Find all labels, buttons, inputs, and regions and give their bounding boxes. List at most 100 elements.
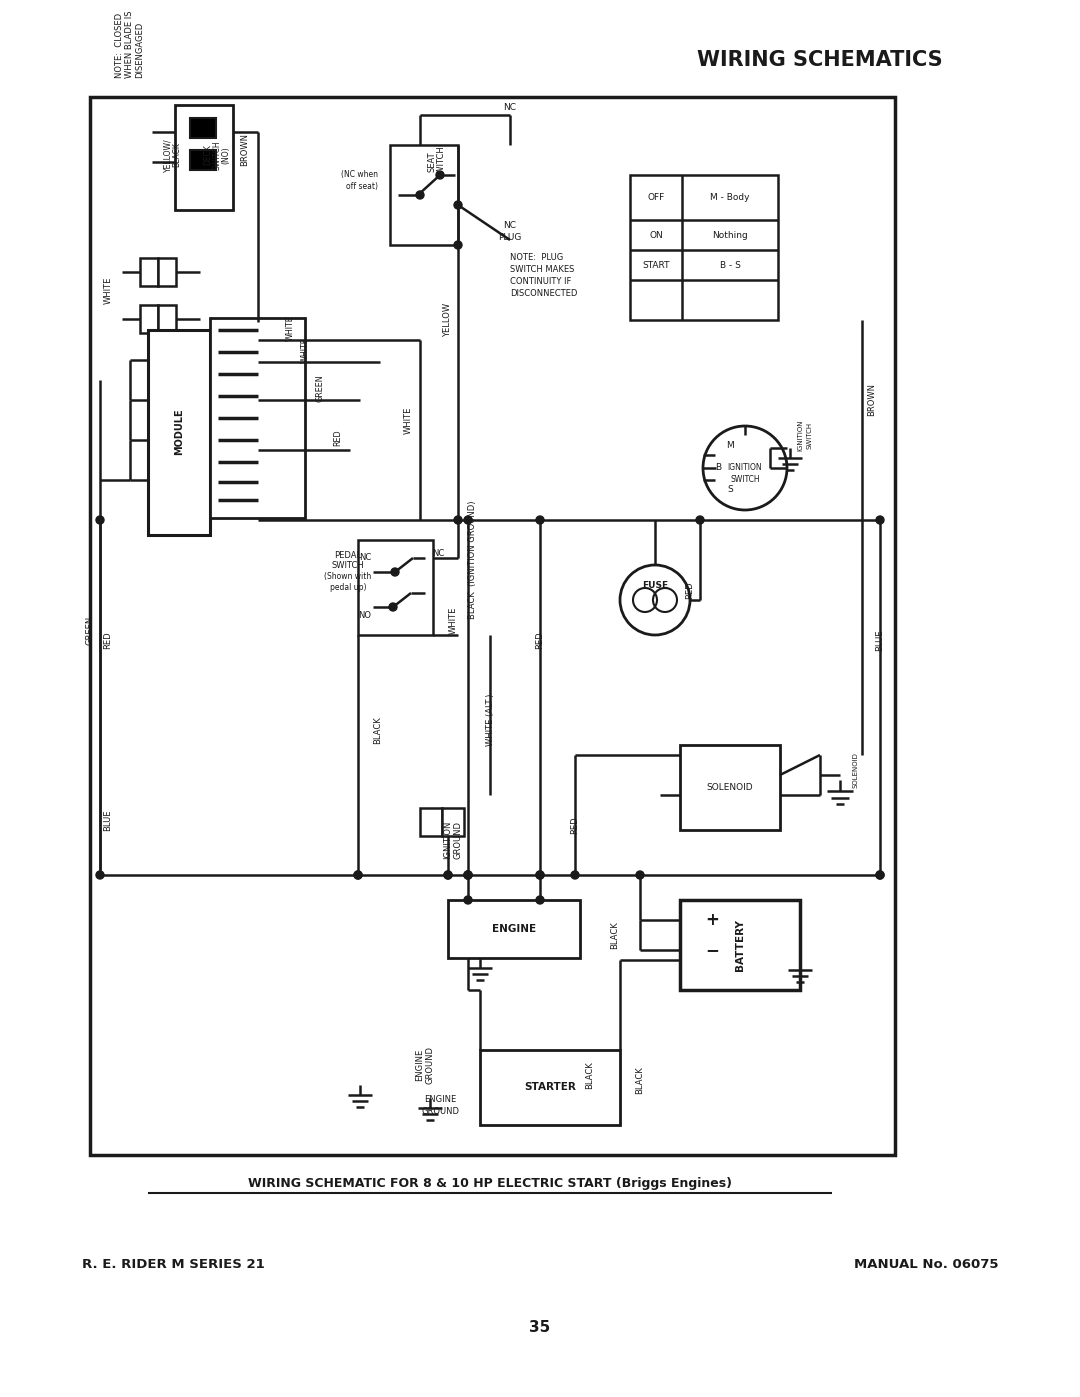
- Bar: [90, 96, 895, 1155]
- Text: GROUND: GROUND: [421, 1108, 459, 1116]
- Text: RED: RED: [686, 581, 694, 599]
- Text: SWITCH: SWITCH: [213, 140, 221, 170]
- Circle shape: [354, 870, 362, 879]
- Text: SOLENOID: SOLENOID: [852, 752, 858, 788]
- Text: MODULE: MODULE: [174, 409, 184, 455]
- Text: B - S: B - S: [719, 260, 741, 270]
- Text: BLACK  (IGNITION GROUND): BLACK (IGNITION GROUND): [468, 500, 476, 619]
- Text: WHITE: WHITE: [404, 407, 413, 433]
- Text: NC: NC: [432, 549, 444, 557]
- Text: NC: NC: [503, 221, 516, 229]
- Text: PLUG: PLUG: [498, 233, 522, 243]
- Circle shape: [436, 170, 444, 179]
- Bar: [680, 900, 800, 990]
- Text: M: M: [726, 440, 734, 450]
- Text: BATTERY: BATTERY: [735, 919, 745, 971]
- Text: SOLENOID: SOLENOID: [706, 784, 754, 792]
- Bar: [140, 305, 158, 332]
- Text: BLACK: BLACK: [374, 717, 382, 743]
- Bar: [480, 1051, 620, 1125]
- Circle shape: [571, 870, 579, 879]
- Text: RED: RED: [104, 631, 112, 648]
- Bar: [190, 149, 216, 170]
- Circle shape: [389, 604, 397, 610]
- Text: BLACK: BLACK: [173, 142, 181, 168]
- Text: FUSE: FUSE: [642, 581, 669, 591]
- Bar: [158, 258, 176, 286]
- Text: BLACK: BLACK: [635, 1066, 645, 1094]
- Text: BROWN: BROWN: [867, 384, 877, 416]
- Circle shape: [876, 870, 885, 879]
- Text: ENGINE: ENGINE: [491, 923, 536, 935]
- Bar: [390, 145, 458, 244]
- Text: pedal up): pedal up): [329, 584, 366, 592]
- Text: SWITCH: SWITCH: [436, 145, 446, 179]
- Circle shape: [636, 870, 644, 879]
- Circle shape: [876, 515, 885, 524]
- Text: YELLOW: YELLOW: [444, 303, 453, 337]
- Text: GROUND: GROUND: [454, 821, 462, 859]
- Circle shape: [536, 870, 544, 879]
- Text: WHITE (ALT.): WHITE (ALT.): [486, 694, 495, 746]
- Text: ENGINE: ENGINE: [416, 1049, 424, 1081]
- Circle shape: [464, 515, 472, 524]
- Bar: [680, 745, 780, 830]
- Text: off seat): off seat): [346, 182, 378, 190]
- Circle shape: [454, 515, 462, 524]
- Circle shape: [464, 870, 472, 879]
- Text: BLACK: BLACK: [610, 921, 620, 949]
- Text: CONTINUITY IF: CONTINUITY IF: [510, 278, 571, 286]
- Text: WHITE: WHITE: [104, 277, 112, 303]
- Text: SEAT: SEAT: [428, 152, 436, 172]
- Text: (Shown with: (Shown with: [324, 573, 372, 581]
- Text: (NO): (NO): [221, 147, 230, 163]
- Bar: [158, 305, 176, 332]
- Text: DISENGAGED: DISENGAGED: [135, 22, 145, 78]
- Text: R. E. RIDER M SERIES 21: R. E. RIDER M SERIES 21: [82, 1259, 265, 1271]
- Text: NOTE:  PLUG: NOTE: PLUG: [510, 253, 564, 263]
- Text: SWITCH: SWITCH: [332, 562, 364, 570]
- Text: MANUAL No. 06075: MANUAL No. 06075: [853, 1259, 998, 1271]
- Text: BLACK: BLACK: [585, 1062, 594, 1088]
- Text: WHITE: WHITE: [448, 606, 458, 634]
- Text: PEDAL: PEDAL: [335, 550, 362, 560]
- Circle shape: [464, 870, 472, 879]
- Circle shape: [96, 515, 104, 524]
- Text: DECK: DECK: [203, 144, 213, 165]
- Text: RED: RED: [570, 816, 580, 834]
- Text: M - Body: M - Body: [711, 194, 750, 203]
- Circle shape: [444, 870, 453, 879]
- Circle shape: [696, 515, 704, 524]
- Text: −: −: [705, 942, 719, 958]
- Text: DISCONNECTED: DISCONNECTED: [510, 289, 578, 299]
- Text: GREEN: GREEN: [85, 615, 95, 644]
- Text: NC: NC: [359, 553, 372, 563]
- Circle shape: [454, 242, 462, 249]
- Circle shape: [454, 201, 462, 210]
- Bar: [175, 105, 233, 210]
- Bar: [148, 330, 210, 535]
- Text: WHITE: WHITE: [285, 316, 295, 341]
- Text: S: S: [727, 486, 733, 495]
- Text: 35: 35: [529, 1320, 551, 1336]
- Text: WHITE: WHITE: [300, 337, 310, 363]
- Text: B: B: [715, 464, 721, 472]
- Text: RED: RED: [536, 631, 544, 648]
- Text: STARTER: STARTER: [524, 1083, 576, 1092]
- Text: GREEN: GREEN: [315, 374, 324, 402]
- Text: IGNITION: IGNITION: [728, 464, 762, 472]
- Circle shape: [96, 870, 104, 879]
- Text: Nothing: Nothing: [712, 231, 747, 239]
- Text: SWITCH: SWITCH: [806, 422, 812, 448]
- Bar: [630, 175, 778, 320]
- Text: NOTE:  CLOSED: NOTE: CLOSED: [116, 13, 124, 78]
- Text: ON: ON: [649, 231, 663, 239]
- Text: START: START: [643, 260, 670, 270]
- Text: ENGINE: ENGINE: [423, 1095, 456, 1105]
- Text: (NC when: (NC when: [341, 170, 378, 179]
- Text: WIRING SCHEMATICS: WIRING SCHEMATICS: [698, 50, 943, 70]
- Text: GROUND: GROUND: [426, 1046, 434, 1084]
- Circle shape: [354, 870, 362, 879]
- Text: OFF: OFF: [647, 194, 664, 203]
- Circle shape: [876, 870, 885, 879]
